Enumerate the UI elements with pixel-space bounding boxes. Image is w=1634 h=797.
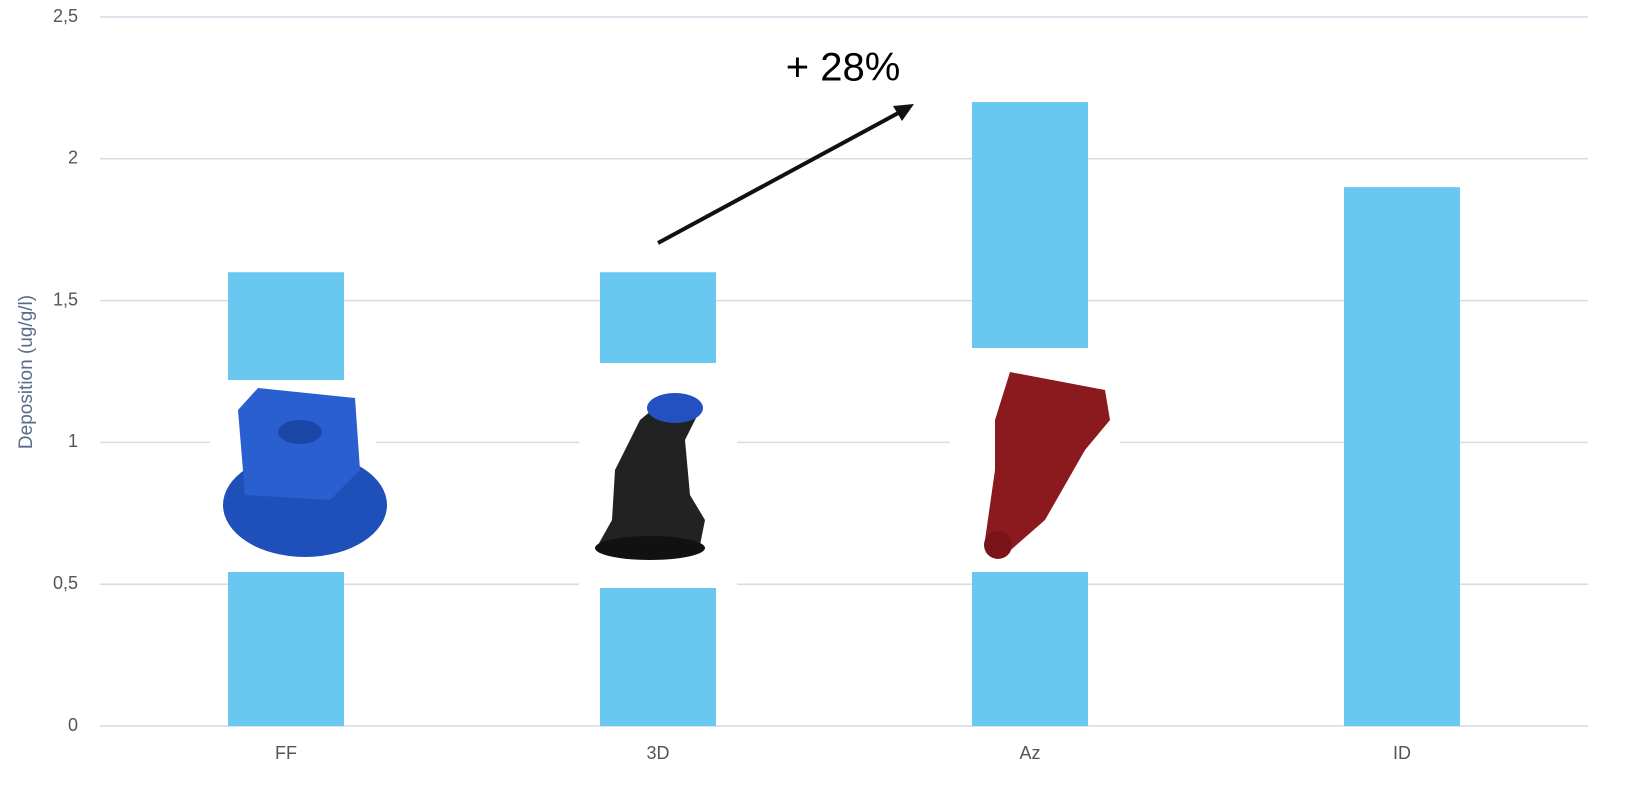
y-tick-label: 1 (68, 431, 78, 451)
nozzle-tip (984, 531, 1012, 559)
y-axis-label: Deposition (ug/g/l) (16, 295, 37, 449)
annotation: + 28% (657, 46, 914, 245)
nozzle-3d (595, 393, 705, 560)
bar (1343, 187, 1461, 726)
nozzle-ff (223, 388, 387, 557)
x-tick-label: 3D (646, 743, 669, 763)
nozzle-slot (278, 420, 322, 444)
annotation-text: + 28% (786, 46, 901, 90)
y-tick-label: 0 (68, 715, 78, 735)
nozzle-body (985, 372, 1110, 555)
nozzle-body (238, 388, 360, 500)
x-tick-label: ID (1393, 743, 1411, 763)
y-tick-label: 2 (68, 148, 78, 168)
y-tick-label: 0,5 (53, 573, 78, 593)
x-tick-label: FF (275, 743, 297, 763)
y-tick-label: 1,5 (53, 289, 78, 309)
nozzle-tip (647, 393, 703, 423)
nozzle-images (210, 348, 1120, 588)
nozzle-body (598, 395, 705, 545)
arrow-head (893, 104, 914, 121)
y-tick-label: 2,5 (53, 6, 78, 26)
nozzle-az (984, 372, 1110, 559)
nozzle-base (595, 536, 705, 560)
arrow-line (657, 109, 903, 245)
x-tick-label: Az (1019, 743, 1040, 763)
